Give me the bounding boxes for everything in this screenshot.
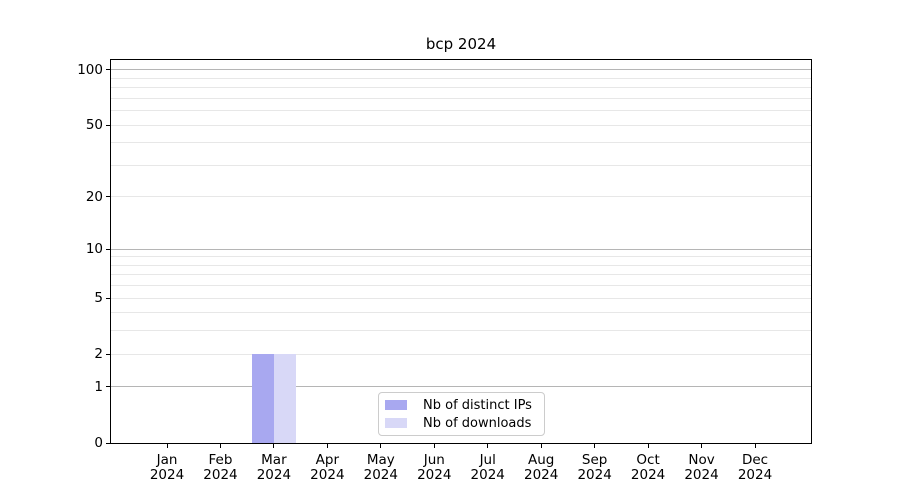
gridline-minor xyxy=(111,285,811,287)
y-tick-label: 1 xyxy=(94,378,103,395)
x-tick-label: Jul 2024 xyxy=(470,452,505,483)
y-tick xyxy=(106,297,110,299)
y-tick xyxy=(106,69,110,71)
legend: Nb of distinct IPs Nb of downloads xyxy=(378,392,545,436)
y-tick-label: 20 xyxy=(85,188,103,205)
y-tick-label: 5 xyxy=(94,290,103,307)
x-tick xyxy=(326,444,328,448)
gridline-minor xyxy=(111,297,811,299)
gridline-minor xyxy=(111,124,811,126)
y-tick xyxy=(106,196,110,198)
y-tick xyxy=(106,442,110,444)
legend-label: Nb of distinct IPs xyxy=(423,397,532,413)
x-tick-label: Dec 2024 xyxy=(737,452,773,483)
x-tick xyxy=(166,444,168,448)
gridline-major xyxy=(111,69,811,71)
plot-inner: 0 1 2 5 10 20 50 100 Jan 2024 Feb 2024 Mar 2024 Apr… xyxy=(77,60,811,482)
y-tick-label: 100 xyxy=(77,61,103,78)
x-tick xyxy=(273,444,275,448)
y-tick xyxy=(106,386,110,388)
chart-title: bcp 2024 xyxy=(425,35,497,53)
x-tick xyxy=(380,444,382,448)
x-tick-label: Mar 2024 xyxy=(256,452,292,483)
legend-item: Nb of distinct IPs xyxy=(385,398,538,413)
legend-label: Nb of downloads xyxy=(423,415,532,431)
gridline-minor xyxy=(111,196,811,198)
plot-area: 0 1 2 5 10 20 50 100 Jan 2024 Feb 2024 Mar 2024 Apr… xyxy=(77,59,812,482)
y-tick-label: 2 xyxy=(94,346,103,363)
x-tick-label: Aug 2024 xyxy=(523,452,559,483)
gridline-minor xyxy=(111,77,811,79)
x-tick-label: May 2024 xyxy=(363,452,398,483)
gridline-minor xyxy=(111,330,811,332)
gridline-minor xyxy=(111,164,811,166)
gridline-minor xyxy=(111,274,811,276)
x-tick xyxy=(540,444,542,448)
bar-nb-of-distinct-ips xyxy=(252,354,274,443)
y-tick xyxy=(106,124,110,126)
y-tick-label: 10 xyxy=(85,241,103,258)
y-tick xyxy=(106,353,110,355)
legend-swatch xyxy=(385,418,407,428)
gridline-minor xyxy=(111,87,811,89)
gridline-minor xyxy=(111,353,811,355)
x-tick xyxy=(647,444,649,448)
x-tick xyxy=(219,444,221,448)
gridline-major xyxy=(111,386,811,388)
x-tick xyxy=(433,444,435,448)
x-tick-label: Sep 2024 xyxy=(577,452,612,483)
gridline-minor xyxy=(111,256,811,258)
y-tick-label: 0 xyxy=(94,435,103,451)
gridline-minor xyxy=(111,110,811,112)
gridline-minor xyxy=(111,264,811,266)
x-tick-label: Apr 2024 xyxy=(310,452,345,483)
y-tick-label: 50 xyxy=(85,117,103,134)
x-tick-label: Oct 2024 xyxy=(630,452,666,483)
x-tick-label: Feb 2024 xyxy=(203,452,238,483)
gridline-major xyxy=(111,248,811,250)
gridline-minor xyxy=(111,97,811,99)
x-tick xyxy=(487,444,489,448)
gridline-minor xyxy=(111,312,811,314)
legend-swatch xyxy=(385,400,407,410)
gridline-minor xyxy=(111,142,811,144)
x-tick xyxy=(754,444,756,448)
legend-item: Nb of downloads xyxy=(385,416,538,431)
bar-nb-of-downloads xyxy=(273,354,296,443)
x-tick-label: Jun 2024 xyxy=(417,452,452,483)
x-tick-label: Nov 2024 xyxy=(684,452,719,483)
x-tick-label: Jan 2024 xyxy=(149,452,185,483)
x-tick xyxy=(594,444,596,448)
y-tick xyxy=(106,248,110,250)
x-tick xyxy=(701,444,703,448)
